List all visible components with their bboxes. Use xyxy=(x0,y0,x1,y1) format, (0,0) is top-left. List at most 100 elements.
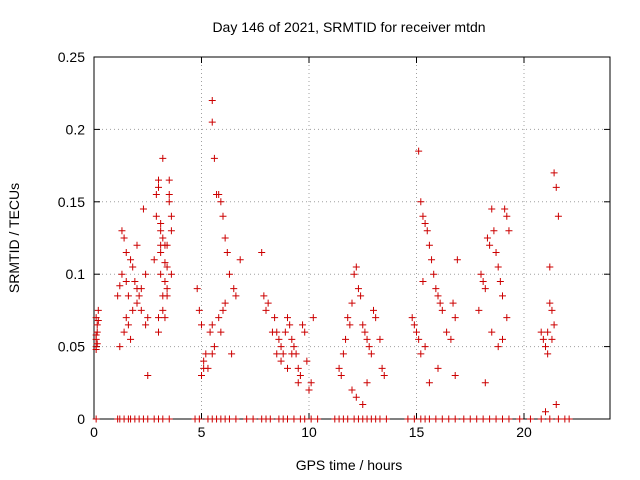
data-point xyxy=(415,147,423,155)
data-point xyxy=(460,415,468,423)
data-point xyxy=(479,415,487,423)
data-point xyxy=(342,335,350,343)
data-point xyxy=(243,415,251,423)
y-tick-label: 0.2 xyxy=(66,121,86,137)
data-point xyxy=(404,415,412,423)
data-point xyxy=(215,314,223,322)
x-tick-label: 0 xyxy=(90,424,98,440)
data-point xyxy=(277,357,285,365)
data-point xyxy=(157,220,165,228)
data-point xyxy=(221,299,229,307)
data-point xyxy=(114,292,122,300)
data-point xyxy=(202,350,210,358)
y-tick-label: 0 xyxy=(77,411,85,427)
data-point xyxy=(447,335,455,343)
data-point xyxy=(499,415,506,423)
data-point xyxy=(542,408,549,416)
data-point xyxy=(432,415,440,423)
data-points xyxy=(92,96,573,423)
data-point xyxy=(496,277,504,285)
data-point xyxy=(200,364,208,372)
data-point xyxy=(552,183,560,191)
data-point xyxy=(161,314,169,322)
data-point xyxy=(275,335,283,343)
chart-title: Day 146 of 2021, SRMTID for receiver mtd… xyxy=(212,19,485,35)
data-point xyxy=(503,212,511,220)
data-point xyxy=(155,183,162,191)
y-axis-label: SRMTID / TECUs xyxy=(6,183,22,293)
data-point xyxy=(339,350,347,358)
data-point xyxy=(299,321,307,329)
data-point xyxy=(127,335,135,343)
data-point xyxy=(137,306,145,314)
data-point xyxy=(124,321,132,329)
data-point xyxy=(443,328,451,336)
data-point xyxy=(221,234,229,242)
x-tick-label: 20 xyxy=(516,424,532,440)
data-point xyxy=(219,212,227,220)
data-point xyxy=(198,321,205,329)
data-point xyxy=(481,379,489,387)
data-point xyxy=(436,299,444,307)
data-point xyxy=(159,306,167,314)
data-point xyxy=(118,270,126,278)
data-point xyxy=(144,415,152,423)
data-point xyxy=(344,415,352,423)
data-point xyxy=(382,415,390,423)
data-point xyxy=(159,234,167,242)
data-point xyxy=(438,306,446,314)
y-tick-label: 0.05 xyxy=(58,339,85,355)
data-point xyxy=(378,364,386,372)
data-point xyxy=(258,248,266,256)
data-point xyxy=(155,328,162,336)
data-point xyxy=(279,350,287,358)
data-point xyxy=(370,306,377,314)
data-point xyxy=(195,415,203,423)
data-point xyxy=(198,372,205,380)
data-point xyxy=(155,176,162,184)
data-point xyxy=(552,401,560,409)
data-point xyxy=(163,241,171,249)
data-point xyxy=(501,205,509,213)
data-point xyxy=(150,256,158,264)
data-point xyxy=(124,292,132,300)
data-point xyxy=(417,350,425,358)
data-point xyxy=(286,321,294,329)
data-point xyxy=(425,415,433,423)
data-point xyxy=(473,415,481,423)
data-point xyxy=(288,350,296,358)
data-point xyxy=(481,285,489,293)
data-point xyxy=(92,345,100,353)
data-point xyxy=(232,292,240,300)
data-point xyxy=(165,176,173,184)
data-point xyxy=(503,314,511,322)
data-point xyxy=(116,343,124,351)
data-point xyxy=(266,415,274,423)
data-point xyxy=(550,169,558,177)
data-point xyxy=(421,343,429,351)
data-point xyxy=(273,328,281,336)
data-point xyxy=(516,415,524,423)
data-point xyxy=(539,335,547,343)
data-point xyxy=(477,270,485,278)
data-point xyxy=(479,277,487,285)
data-point xyxy=(193,285,201,293)
data-point xyxy=(488,328,496,336)
data-point xyxy=(537,415,545,423)
data-point xyxy=(210,154,218,162)
x-tick-label: 15 xyxy=(409,424,425,440)
data-point xyxy=(277,343,285,351)
data-point xyxy=(344,314,352,322)
data-point xyxy=(165,198,173,206)
data-point xyxy=(155,314,162,322)
data-point xyxy=(413,328,420,336)
x-axis-label: GPS time / hours xyxy=(296,457,403,473)
data-point xyxy=(425,379,433,387)
data-point xyxy=(548,306,556,314)
data-point xyxy=(122,314,130,322)
data-point xyxy=(225,270,233,278)
data-point xyxy=(142,321,150,329)
data-point xyxy=(425,241,433,249)
data-point xyxy=(127,256,135,264)
